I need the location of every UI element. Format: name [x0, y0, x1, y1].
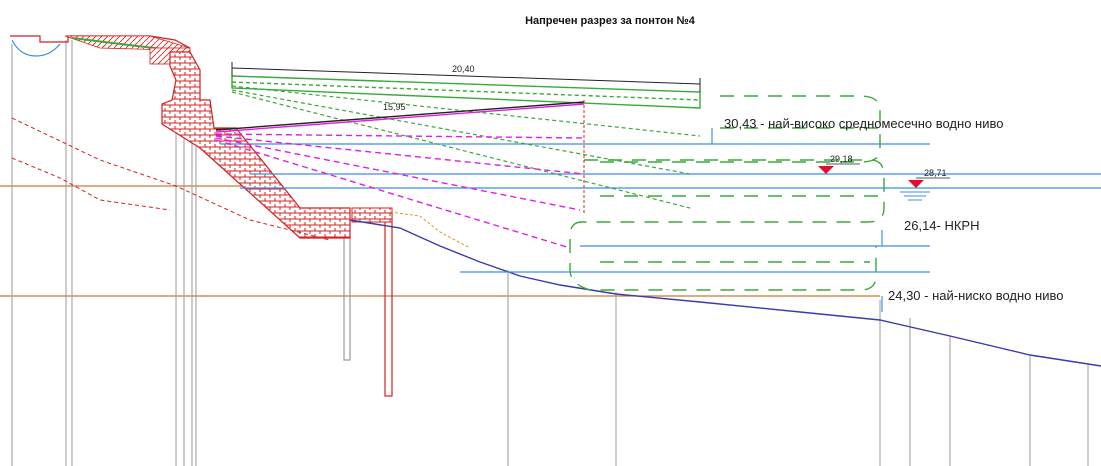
gangway-magenta-positions: [215, 103, 585, 249]
gangway-green-positions: [231, 85, 701, 209]
dimension-label-20-40: 20,40: [452, 64, 475, 74]
pontoon-high: [231, 75, 701, 109]
level-highest-label: 30,43 - най-високо средномесечно водно н…: [724, 116, 1003, 131]
slope-lines: [11, 117, 331, 241]
level-mark-a-label: 29,18: [830, 154, 853, 164]
drawing-title: Напречен разрез за понтон №4: [525, 15, 696, 27]
pontoon-positions: [569, 95, 885, 291]
quay-top: [10, 35, 191, 65]
dimension-label-15-95: 15,95: [383, 102, 406, 112]
quay-wall: [161, 51, 393, 239]
seabed-line: [349, 219, 1101, 367]
marker-29-18: [818, 163, 860, 174]
piles: [11, 40, 1089, 466]
marker-28-71: [900, 177, 950, 201]
level-mark-b-label: 28,71: [924, 168, 947, 178]
level-nkrn-label: 26,14- НКРН: [904, 218, 980, 233]
gangway-main: [215, 100, 585, 214]
ground-lines: [0, 185, 880, 297]
water-levels: [220, 128, 1101, 312]
backfill-outline: [389, 211, 471, 249]
front-piles: [343, 213, 393, 397]
level-lowest-label: 24,30 - най-ниско водно ниво: [888, 288, 1063, 303]
dimension-20-40: [231, 62, 701, 92]
